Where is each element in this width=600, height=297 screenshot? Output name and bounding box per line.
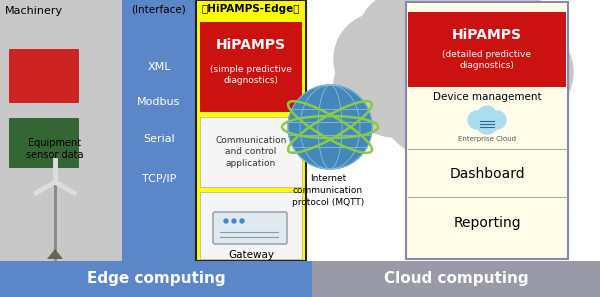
Circle shape: [430, 0, 530, 82]
Polygon shape: [0, 0, 148, 261]
Text: Dashboard: Dashboard: [449, 167, 525, 181]
Circle shape: [334, 41, 422, 129]
Circle shape: [390, 0, 490, 82]
Bar: [196, 0, 306, 261]
Circle shape: [380, 47, 490, 157]
Text: Serial: Serial: [143, 134, 175, 144]
Bar: [200, 117, 302, 187]
Text: Device management: Device management: [433, 92, 541, 102]
Circle shape: [232, 219, 236, 223]
Text: TCP/IP: TCP/IP: [142, 174, 176, 184]
FancyBboxPatch shape: [9, 118, 79, 168]
Text: HiPAMPS: HiPAMPS: [452, 28, 522, 42]
Text: Machinery: Machinery: [5, 6, 63, 16]
Text: XML: XML: [147, 62, 171, 72]
Circle shape: [334, 13, 426, 105]
Text: (detailed predictive
diagnostics): (detailed predictive diagnostics): [443, 50, 532, 70]
FancyBboxPatch shape: [9, 49, 79, 103]
Bar: [0, 0, 148, 261]
Bar: [408, 12, 566, 87]
Circle shape: [240, 219, 244, 223]
Circle shape: [467, 0, 563, 90]
Text: Communication
and control
application: Communication and control application: [215, 136, 287, 168]
Circle shape: [478, 106, 496, 124]
Text: 【HiPAMPS-Edge】: 【HiPAMPS-Edge】: [202, 4, 300, 14]
Text: Modbus: Modbus: [137, 97, 181, 107]
Text: Cloud computing: Cloud computing: [383, 271, 529, 287]
Circle shape: [468, 111, 486, 129]
Circle shape: [476, 112, 498, 134]
Circle shape: [288, 85, 372, 169]
Circle shape: [224, 219, 228, 223]
Text: Internet
communication
protocol (MQTT): Internet communication protocol (MQTT): [292, 174, 364, 207]
Ellipse shape: [380, 24, 524, 114]
Text: Equipment
sensor data: Equipment sensor data: [26, 138, 84, 160]
Bar: [0, 261, 312, 297]
Bar: [200, 22, 302, 112]
Circle shape: [488, 111, 506, 129]
Bar: [312, 261, 600, 297]
Text: Enterprise Cloud: Enterprise Cloud: [458, 136, 516, 142]
Text: Reporting: Reporting: [453, 216, 521, 230]
Polygon shape: [47, 249, 63, 259]
Text: Edge computing: Edge computing: [86, 271, 226, 287]
Circle shape: [423, 57, 527, 161]
Bar: [200, 192, 302, 259]
FancyBboxPatch shape: [213, 212, 287, 244]
Circle shape: [477, 24, 573, 120]
Bar: [122, 0, 196, 261]
Text: HiPAMPS: HiPAMPS: [216, 38, 286, 52]
Circle shape: [345, 37, 445, 137]
FancyArrow shape: [308, 85, 353, 159]
Circle shape: [460, 49, 560, 149]
Text: (simple predictive
diagnostics): (simple predictive diagnostics): [210, 65, 292, 86]
Text: Gateway: Gateway: [228, 250, 274, 260]
Circle shape: [357, 0, 453, 87]
Text: (Interface): (Interface): [131, 4, 187, 14]
Bar: [406, 2, 568, 259]
